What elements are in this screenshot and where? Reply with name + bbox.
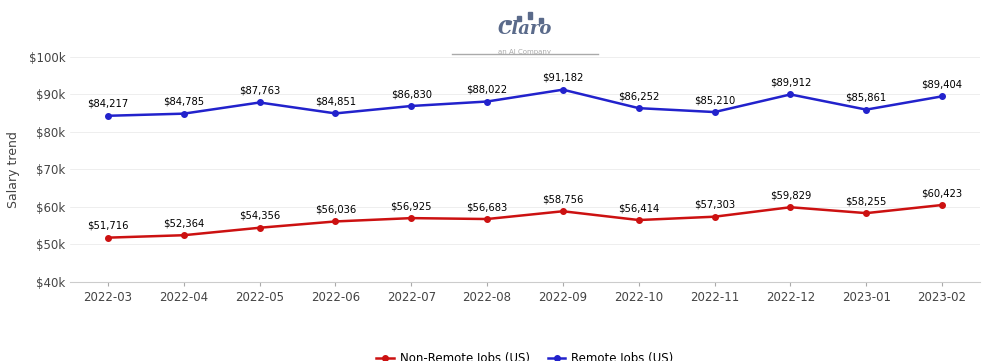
Line: Remote Jobs (US): Remote Jobs (US) [105,87,945,118]
Text: $89,912: $89,912 [770,78,811,87]
Remote Jobs (US) [329,111,341,116]
Text: $58,255: $58,255 [846,196,887,206]
Text: $87,763: $87,763 [239,86,280,96]
Remote Jobs (US) [936,94,948,99]
Text: $84,851: $84,851 [315,96,356,106]
Non-Remote Jobs (US) [633,218,645,222]
Text: an AI Company: an AI Company [498,49,552,55]
Text: $85,861: $85,861 [846,93,887,103]
Text: $51,716: $51,716 [87,221,129,231]
Text: $54,356: $54,356 [239,211,280,221]
Text: $86,830: $86,830 [391,89,432,99]
Remote Jobs (US) [784,92,796,97]
Bar [539,18,543,23]
Text: $52,364: $52,364 [163,218,204,228]
Text: $59,829: $59,829 [770,190,811,200]
Non-Remote Jobs (US) [254,226,266,230]
Text: $57,303: $57,303 [694,200,735,210]
Non-Remote Jobs (US) [936,203,948,207]
Text: $85,210: $85,210 [694,95,735,105]
Non-Remote Jobs (US) [557,209,569,213]
Text: $84,785: $84,785 [163,97,204,107]
Non-Remote Jobs (US) [405,216,417,220]
Non-Remote Jobs (US) [329,219,341,223]
Line: Non-Remote Jobs (US): Non-Remote Jobs (US) [105,202,945,240]
Remote Jobs (US) [633,106,645,110]
Text: Claro: Claro [498,21,552,38]
Bar [528,12,532,19]
Text: $86,252: $86,252 [618,91,659,101]
Non-Remote Jobs (US) [102,235,114,240]
Text: $88,022: $88,022 [467,84,508,95]
Legend: Non-Remote Jobs (US), Remote Jobs (US): Non-Remote Jobs (US), Remote Jobs (US) [372,348,678,361]
Text: $56,036: $56,036 [315,205,356,214]
Remote Jobs (US) [405,104,417,108]
Remote Jobs (US) [254,100,266,105]
Text: $89,404: $89,404 [922,79,963,90]
Remote Jobs (US) [709,110,721,114]
Text: $60,423: $60,423 [922,188,963,198]
Non-Remote Jobs (US) [178,233,190,238]
Text: $56,414: $56,414 [618,203,659,213]
Bar [517,16,521,21]
Text: $58,756: $58,756 [542,194,584,204]
Remote Jobs (US) [860,108,872,112]
Remote Jobs (US) [102,114,114,118]
Remote Jobs (US) [557,87,569,92]
Remote Jobs (US) [178,112,190,116]
Text: $84,217: $84,217 [87,99,129,109]
Non-Remote Jobs (US) [860,211,872,215]
Text: $56,925: $56,925 [390,201,432,211]
Non-Remote Jobs (US) [709,214,721,219]
Non-Remote Jobs (US) [481,217,493,221]
Text: $56,683: $56,683 [466,202,508,212]
Text: $91,182: $91,182 [542,73,584,83]
Y-axis label: Salary trend: Salary trend [7,131,20,208]
Bar [506,21,510,24]
Non-Remote Jobs (US) [784,205,796,209]
Remote Jobs (US) [481,99,493,104]
